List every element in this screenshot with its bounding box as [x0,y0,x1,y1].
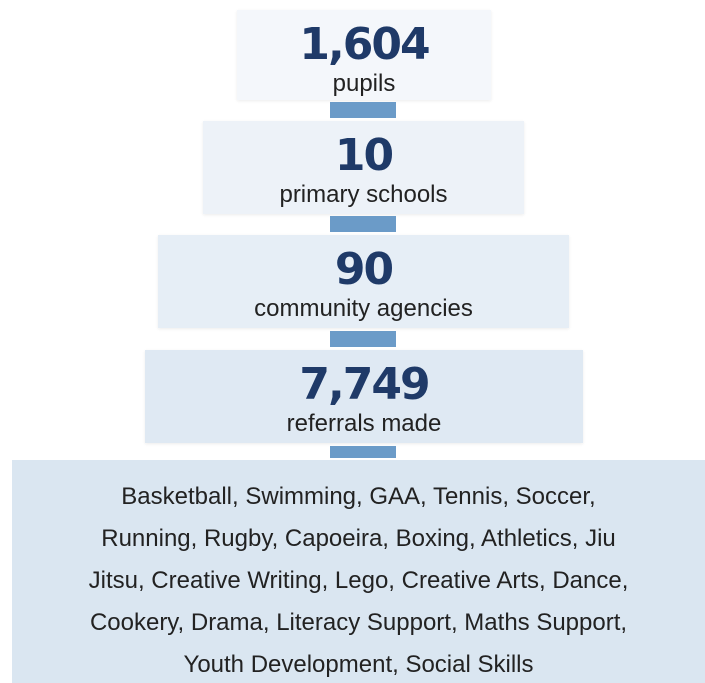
connector [330,216,396,232]
connector [330,331,396,347]
activities-line: Basketball, Swimming, GAA, Tennis, Socce… [121,483,596,510]
stat-label: community agencies [254,295,473,322]
connector [330,102,396,118]
stat-label: primary schools [279,181,448,208]
stat-box: 7,749 referrals made [145,350,583,443]
stat-box: 90 community agencies [158,235,569,328]
stat-value: 1,604 [299,19,430,70]
stat-box: 10 primary schools [203,121,524,214]
stat-value: 10 [334,130,394,181]
activities-line: Jitsu, Creative Writing, Lego, Creative … [88,567,629,594]
activities-line: Cookery, Drama, Literacy Support, Maths … [89,609,628,636]
activities-line: Youth Development, Social Skills [183,651,534,678]
stat-value: 90 [334,244,394,295]
stat-value: 7,749 [299,359,430,410]
connector [330,446,396,458]
stat-label: referrals made [286,410,442,437]
stat-label: pupils [332,70,396,97]
activities-box: Basketball, Swimming, GAA, Tennis, Socce… [12,460,705,683]
activities-line: Running, Rugby, Capoeira, Boxing, Athlet… [101,525,616,552]
stat-box: 1,604 pupils [237,10,491,100]
